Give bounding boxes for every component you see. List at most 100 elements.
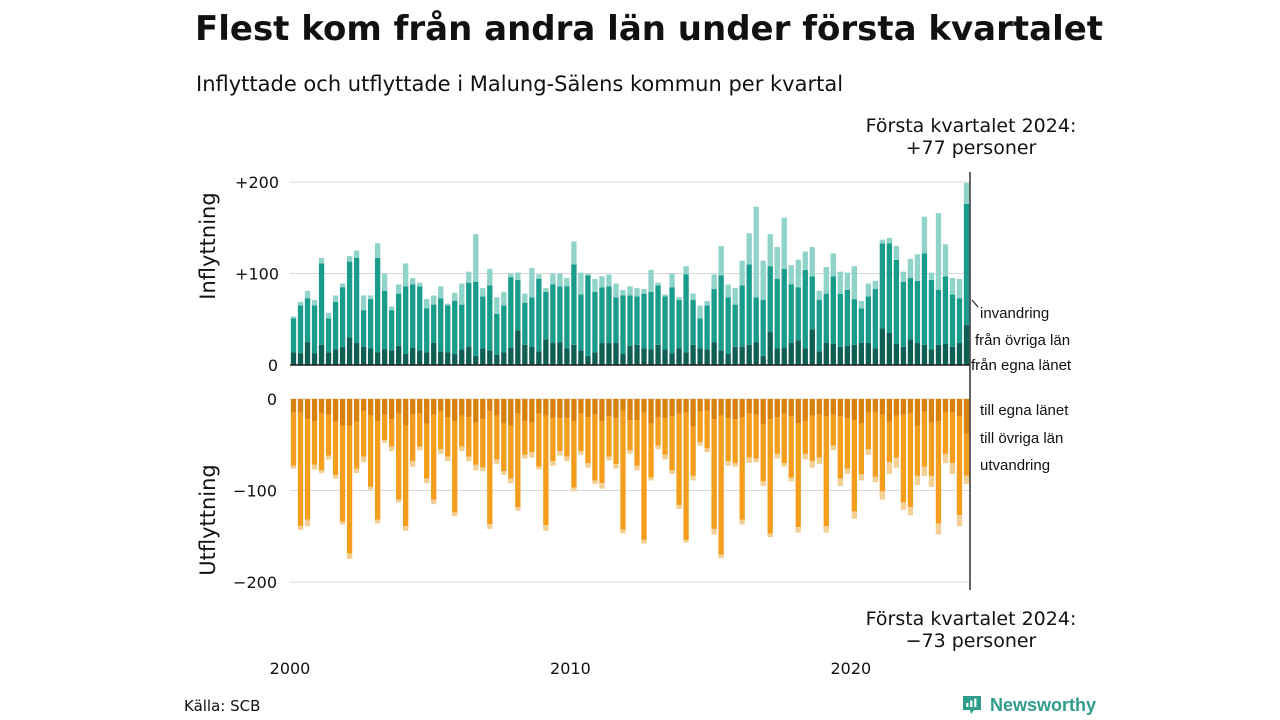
utflyttning-bar-utvandring [585, 463, 591, 468]
inflyttning-bar-invandring [543, 288, 549, 292]
inflyttning-bar-fran-egna-lanet [388, 350, 395, 365]
inflyttning-bar-invandring [325, 312, 332, 319]
utflyttning-bar-utvandring [676, 505, 682, 509]
utflyttning-bar-till-ovriga-lan [508, 425, 514, 479]
utflyttning-bar-till-ovriga-lan [417, 413, 423, 447]
inflyttning-bar-fran-egna-lanet [508, 347, 514, 365]
inflyttning-bar-fran-ovriga-lan [676, 300, 682, 349]
utflyttning-bar-till-egna-lanet [564, 399, 570, 419]
inflyttning-bar-invandring [599, 276, 605, 288]
inflyttning-bar-fran-egna-lanet [851, 344, 857, 365]
utflyttning-bar-till-ovriga-lan [487, 410, 493, 525]
utflyttning-bar-utvandring [774, 453, 780, 459]
inflyttning-bar-fran-ovriga-lan [494, 313, 500, 355]
inflyttning-bar-fran-egna-lanet [417, 350, 423, 365]
inflyttning-bar-fran-egna-lanet [739, 346, 745, 365]
newsworthy-brand[interactable]: Newsworthy [960, 692, 1096, 718]
utflyttning-bar-till-ovriga-lan [935, 420, 942, 524]
utflyttning-bar-till-ovriga-lan [669, 416, 675, 471]
utflyttning-bar-till-egna-lanet [613, 399, 619, 419]
inflyttning-y-tick-label: 0 [268, 356, 278, 375]
utflyttning-bar-till-egna-lanet [599, 399, 605, 421]
inflyttning-bar-fran-egna-lanet [543, 339, 549, 365]
inflyttning-bar-fran-egna-lanet [578, 350, 584, 365]
inflyttning-bar-fran-ovriga-lan [522, 302, 528, 345]
inflyttning-bar-fran-ovriga-lan [403, 286, 409, 355]
utflyttning-bar-till-ovriga-lan [900, 414, 907, 503]
inflyttning-bar-fran-ovriga-lan [571, 264, 577, 345]
utflyttning-bar-till-egna-lanet [304, 399, 311, 420]
utflyttning-bar-till-ovriga-lan [767, 419, 773, 534]
utflyttning-bar-utvandring [557, 451, 563, 456]
utflyttning-bar-till-ovriga-lan [578, 413, 584, 452]
inflyttning-bar-invandring [381, 273, 388, 291]
inflyttning-bar-invandring [403, 263, 409, 287]
inflyttning-bar-fran-egna-lanet [872, 348, 879, 365]
utflyttning-bar-utvandring [410, 461, 416, 467]
inflyttning-bar-fran-egna-lanet [956, 343, 963, 365]
inflyttning-bar-fran-egna-lanet [725, 354, 731, 365]
inflyttning-bar-fran-egna-lanet [781, 347, 787, 365]
inflyttning-bar-fran-egna-lanet [585, 355, 591, 365]
inflyttning-bar-invandring [606, 274, 612, 287]
inflyttning-bar-fran-ovriga-lan [739, 285, 745, 347]
inflyttning-bar-fran-ovriga-lan [367, 299, 374, 349]
inflyttning-bar-fran-ovriga-lan [837, 293, 843, 347]
utflyttning-bar-till-egna-lanet [318, 399, 325, 414]
inflyttning-bar-invandring [557, 273, 563, 287]
utflyttning-bar-utvandring [522, 454, 528, 459]
inflyttning-bar-fran-ovriga-lan [802, 269, 808, 349]
utflyttning-bar-utvandring [332, 474, 339, 479]
utflyttning-bar-till-egna-lanet [480, 399, 486, 420]
utflyttning-bar-till-ovriga-lan [459, 415, 465, 447]
utflyttning-bar-utvandring [403, 526, 409, 531]
inflyttning-bar-fran-egna-lanet [949, 346, 956, 365]
utflyttning-bar-till-ovriga-lan [346, 425, 353, 554]
inflyttning-bar-invandring [907, 258, 914, 279]
inflyttning-bar-fran-ovriga-lan [550, 284, 556, 344]
invandring-leader-line [971, 299, 979, 308]
utflyttning-bar-till-egna-lanet [634, 399, 640, 421]
inflyttning-bar-fran-ovriga-lan [592, 291, 598, 353]
utflyttning-bar-till-egna-lanet [410, 399, 416, 415]
utflyttning-bar-till-ovriga-lan [725, 418, 731, 462]
inflyttning-bar-fran-ovriga-lan [921, 253, 928, 345]
inflyttning-bar-invandring [466, 271, 472, 283]
utflyttning-bar-till-egna-lanet [718, 399, 724, 416]
utflyttning-bar-till-egna-lanet [585, 399, 591, 418]
utflyttning-series-label: till övriga län [980, 430, 1063, 447]
utflyttning-bar-till-ovriga-lan [823, 416, 829, 527]
x-tick-label: 2010 [550, 659, 591, 678]
utflyttning-bar-till-egna-lanet [837, 399, 843, 417]
utflyttning-bar-utvandring [732, 463, 738, 467]
utflyttning-bar-utvandring [571, 487, 577, 492]
inflyttning-series-label: från egna länet [971, 357, 1072, 374]
inflyttning-bar-fran-egna-lanet [480, 348, 486, 365]
inflyttning-bar-fran-egna-lanet [669, 353, 675, 365]
utflyttning-bar-till-ovriga-lan [760, 424, 766, 482]
source-label: Källa: SCB [184, 697, 261, 715]
utflyttning-bar-till-egna-lanet [655, 399, 661, 418]
inflyttning-bar-invandring [865, 283, 872, 297]
inflyttning-bar-fran-egna-lanet [346, 337, 353, 365]
inflyttning-bar-fran-ovriga-lan [949, 294, 956, 347]
x-tick-label: 2020 [830, 659, 871, 678]
inflyttning-bar-invandring [662, 294, 668, 297]
utflyttning-bar-till-egna-lanet [641, 399, 647, 413]
utflyttning-bar-till-ovriga-lan [949, 412, 956, 464]
inflyttning-bar-fran-egna-lanet [557, 342, 563, 365]
inflyttning-bar-fran-ovriga-lan [353, 257, 360, 344]
inflyttning-bar-fran-ovriga-lan [466, 282, 472, 347]
inflyttning-bar-fran-ovriga-lan [767, 266, 773, 333]
utflyttning-bar-till-ovriga-lan [627, 420, 633, 451]
utflyttning-bar-utvandring [297, 526, 304, 530]
utflyttning-bar-till-ovriga-lan [956, 416, 963, 516]
inflyttning-bar-fran-egna-lanet [515, 330, 521, 365]
utflyttning-bar-till-ovriga-lan [739, 417, 745, 520]
utflyttning-bar-till-egna-lanet [417, 399, 423, 414]
inflyttning-bar-fran-ovriga-lan [585, 275, 591, 356]
inflyttning-bar-invandring [788, 265, 794, 285]
inflyttning-bar-fran-egna-lanet [550, 343, 556, 365]
utflyttning-bar-till-egna-lanet [360, 399, 367, 411]
inflyttning-bar-invandring [318, 257, 325, 264]
